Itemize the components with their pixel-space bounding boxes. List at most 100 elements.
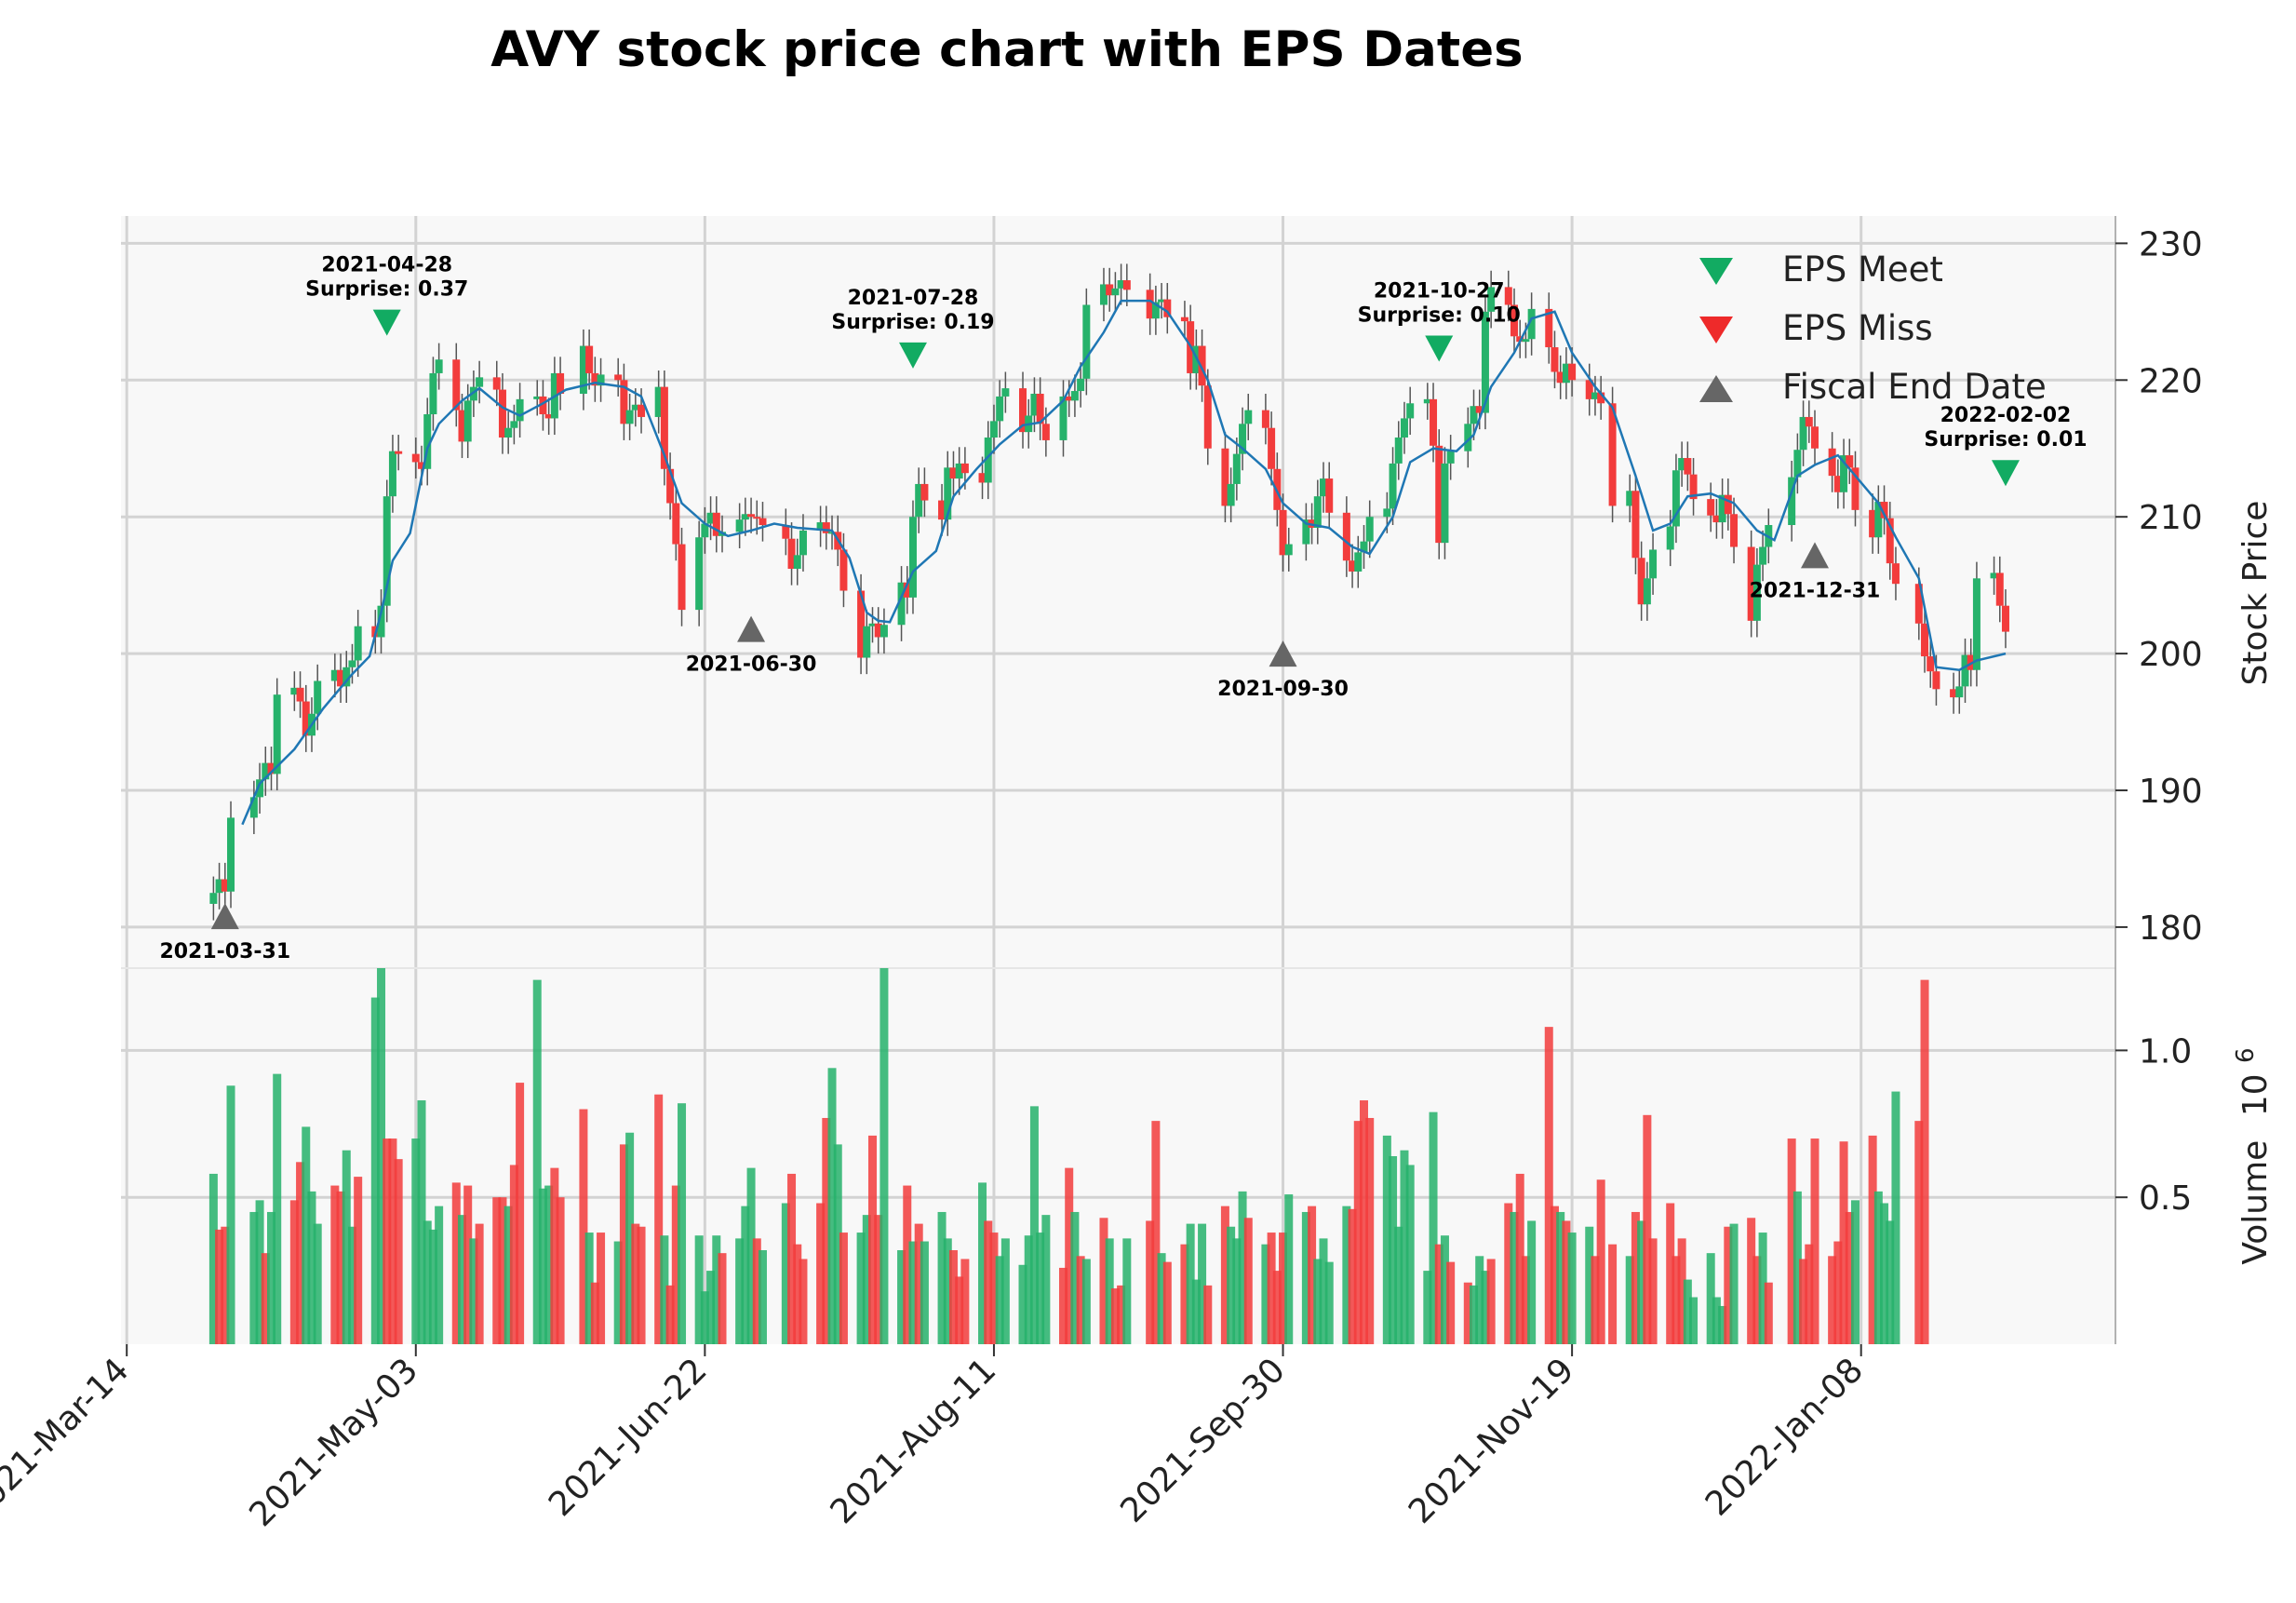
candle-body [1637,558,1645,605]
volume-bar [903,1185,912,1344]
candle-body [1360,541,1368,553]
volume-bar [1463,1282,1472,1344]
volume-bar [1764,1282,1773,1344]
candle-body [227,817,235,892]
candle-body [1828,448,1836,477]
volume-bar [208,1173,218,1344]
candle-body [1221,448,1229,506]
candle-body [221,879,229,892]
candle-body [741,514,749,520]
candle-body [614,374,623,381]
candle-body [492,377,501,390]
volume-bar [827,1068,837,1344]
volume-bar [516,1083,525,1344]
volume-bar [1637,1220,1646,1344]
volume-bar [1110,1288,1120,1344]
volume-bar [678,1103,687,1344]
fiscal-end-label: 2021-09-30 [1217,678,1349,701]
volume-bar [313,1223,322,1344]
volume-bar [1648,1238,1658,1344]
volume-bar [463,1185,473,1344]
volume-bar [215,1229,224,1344]
volume-bar [1625,1256,1634,1344]
volume-bar [435,1206,444,1344]
x-tick-label: 2021-Aug-11 [824,1351,1004,1531]
candle-body [1591,392,1599,399]
volume-bar [1191,1279,1201,1344]
volume-bar [943,1238,952,1344]
candle-body [411,453,420,463]
volume-bar [492,1197,502,1344]
volume-bar [423,1220,432,1344]
candle-body [458,410,466,442]
grid-lines [121,216,2115,1344]
candle-body [984,437,992,483]
candle-body [1927,656,1935,672]
volume-bar [1122,1238,1132,1344]
volume-bar [1036,1233,1045,1344]
candle-body [1649,549,1658,579]
volume-bar [1792,1191,1802,1344]
x-tick-label: 2021-Mar-14 [0,1351,137,1529]
candle-body [1106,284,1114,296]
volume-bar [700,1291,709,1344]
candle-body [1891,563,1900,585]
volume-bar [1787,1138,1796,1344]
candle-body [1707,499,1715,516]
candle-body [978,473,987,483]
candle-body [908,517,917,598]
candle-body [787,538,796,570]
x-tick-label: 2021-Jun-22 [542,1351,715,1524]
x-tick-label: 2021-Sep-30 [1113,1351,1293,1530]
volume-bar [862,1215,871,1344]
volume-bar [1308,1206,1317,1344]
candle-body [1030,393,1039,416]
candle-body [920,483,929,501]
fiscal-end-marker-icon [210,903,239,930]
volume-bar [1677,1238,1686,1344]
candle-body [1111,288,1120,296]
candle-body [429,372,437,415]
volume-bar [868,1135,878,1344]
volume-bar [1891,1091,1900,1344]
candle-body [1955,686,1964,698]
volume-bar [226,1085,235,1344]
candle-body [209,893,218,904]
candle-body [1041,424,1050,440]
candle-body [1065,396,1073,401]
volume-bar [1041,1215,1051,1344]
x-tick-label: 2021-May-03 [242,1351,425,1534]
volume-bar [1342,1206,1351,1344]
volume-bar [787,1173,797,1344]
candle-body [2001,605,2009,632]
fiscal-end-marker-icon [737,615,766,642]
candle-body [1551,347,1559,372]
eps-date-label: 2021-04-28 [321,254,452,277]
candle-body [1268,427,1276,469]
candle-body [330,669,339,681]
price-panel-bg [121,216,2115,968]
candle-body [1545,308,1553,348]
volume-bar [1405,1165,1415,1344]
candle-body [638,404,646,417]
volume-bar [1070,1211,1080,1344]
candle-body [1678,458,1686,471]
candle-body [1325,478,1334,513]
volume-bar [665,1285,675,1344]
volume-bars [208,968,1929,1344]
candle-body [1846,455,1854,468]
candle-body [215,879,223,894]
volume-bar [1267,1233,1276,1344]
volume-bar [856,1233,866,1344]
candle-body [1718,494,1726,523]
volume-bar [1515,1173,1524,1344]
volume-bar [694,1235,704,1344]
volume-bar [1243,1218,1253,1344]
volume-bar [1562,1220,1571,1344]
candle-body [1261,410,1269,428]
candle-body [342,667,351,687]
volume-bar [451,1182,461,1344]
candle-body [1752,564,1761,621]
candle-body [591,372,599,386]
candle-body [1851,467,1860,510]
